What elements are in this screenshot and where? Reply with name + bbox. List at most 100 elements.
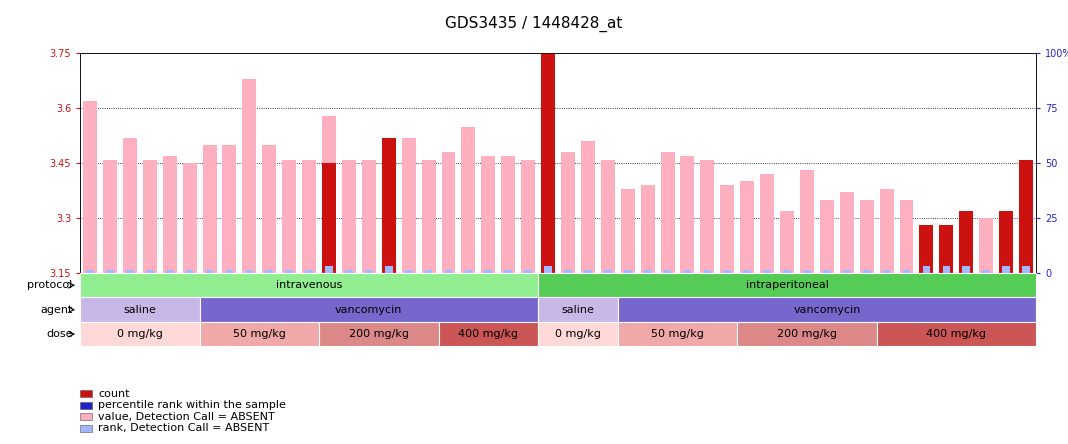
Bar: [983, 270, 990, 273]
Bar: [441, 152, 455, 273]
Bar: [624, 270, 631, 273]
Bar: [524, 270, 532, 273]
Bar: [325, 266, 333, 273]
Bar: [661, 152, 675, 273]
Bar: [103, 159, 116, 273]
Bar: [644, 270, 651, 273]
Bar: [880, 189, 894, 273]
Bar: [342, 159, 356, 273]
Bar: [940, 226, 954, 273]
Bar: [425, 270, 433, 273]
Bar: [979, 218, 993, 273]
Bar: [541, 53, 555, 273]
Text: vancomycin: vancomycin: [794, 305, 861, 315]
Bar: [584, 270, 592, 273]
Bar: [701, 159, 714, 273]
Bar: [461, 127, 475, 273]
Text: 50 mg/kg: 50 mg/kg: [651, 329, 704, 339]
Bar: [860, 200, 874, 273]
Bar: [146, 270, 154, 273]
Bar: [206, 270, 214, 273]
Bar: [266, 270, 273, 273]
Text: value, Detection Call = ABSENT: value, Detection Call = ABSENT: [98, 412, 274, 422]
Bar: [743, 270, 751, 273]
Bar: [381, 159, 396, 273]
Bar: [684, 270, 691, 273]
Text: GDS3435 / 1448428_at: GDS3435 / 1448428_at: [445, 16, 623, 32]
Bar: [504, 270, 512, 273]
Bar: [123, 138, 137, 273]
Bar: [1000, 211, 1014, 273]
Text: rank, Detection Call = ABSENT: rank, Detection Call = ABSENT: [98, 424, 269, 433]
Bar: [940, 226, 954, 273]
Bar: [166, 270, 173, 273]
Bar: [902, 270, 910, 273]
Text: vancomycin: vancomycin: [335, 305, 403, 315]
Bar: [263, 145, 277, 273]
Bar: [1019, 159, 1033, 273]
Bar: [302, 159, 316, 273]
Bar: [541, 163, 555, 273]
Bar: [943, 266, 951, 273]
Bar: [345, 270, 352, 273]
Bar: [764, 270, 771, 273]
Bar: [106, 270, 114, 273]
Bar: [883, 270, 891, 273]
Bar: [285, 270, 293, 273]
Bar: [564, 270, 571, 273]
Text: agent: agent: [41, 305, 73, 315]
Bar: [323, 163, 336, 273]
Text: intraperitoneal: intraperitoneal: [745, 280, 829, 290]
Bar: [482, 156, 496, 273]
Bar: [362, 159, 376, 273]
Bar: [126, 270, 134, 273]
Bar: [740, 182, 754, 273]
Bar: [581, 141, 595, 273]
Bar: [621, 189, 634, 273]
Text: 400 mg/kg: 400 mg/kg: [926, 329, 987, 339]
Text: 200 mg/kg: 200 mg/kg: [349, 329, 409, 339]
Bar: [465, 270, 472, 273]
Text: saline: saline: [124, 305, 156, 315]
Bar: [823, 270, 831, 273]
Bar: [162, 156, 176, 273]
Bar: [384, 266, 393, 273]
Bar: [203, 145, 217, 273]
Bar: [601, 159, 615, 273]
Bar: [501, 156, 515, 273]
Text: 200 mg/kg: 200 mg/kg: [776, 329, 837, 339]
Bar: [225, 270, 233, 273]
Bar: [604, 270, 612, 273]
Text: 400 mg/kg: 400 mg/kg: [458, 329, 518, 339]
Bar: [365, 270, 373, 273]
Bar: [402, 138, 415, 273]
Bar: [680, 156, 694, 273]
Text: percentile rank within the sample: percentile rank within the sample: [98, 400, 286, 410]
Bar: [800, 170, 814, 273]
Bar: [323, 115, 336, 273]
Text: 50 mg/kg: 50 mg/kg: [233, 329, 286, 339]
Bar: [186, 270, 193, 273]
Bar: [839, 192, 853, 273]
Bar: [444, 270, 453, 273]
Bar: [545, 266, 552, 273]
Bar: [422, 159, 436, 273]
Bar: [783, 270, 791, 273]
Bar: [920, 226, 933, 273]
Bar: [760, 174, 774, 273]
Bar: [820, 200, 834, 273]
Bar: [381, 138, 396, 273]
Bar: [723, 270, 732, 273]
Bar: [1002, 266, 1010, 273]
Bar: [641, 185, 655, 273]
Bar: [899, 200, 913, 273]
Bar: [863, 270, 870, 273]
Bar: [1022, 266, 1030, 273]
Bar: [720, 185, 735, 273]
Text: dose: dose: [46, 329, 73, 339]
Bar: [305, 270, 313, 273]
Bar: [843, 270, 850, 273]
Bar: [87, 270, 94, 273]
Bar: [780, 211, 794, 273]
Text: intravenous: intravenous: [276, 280, 343, 290]
